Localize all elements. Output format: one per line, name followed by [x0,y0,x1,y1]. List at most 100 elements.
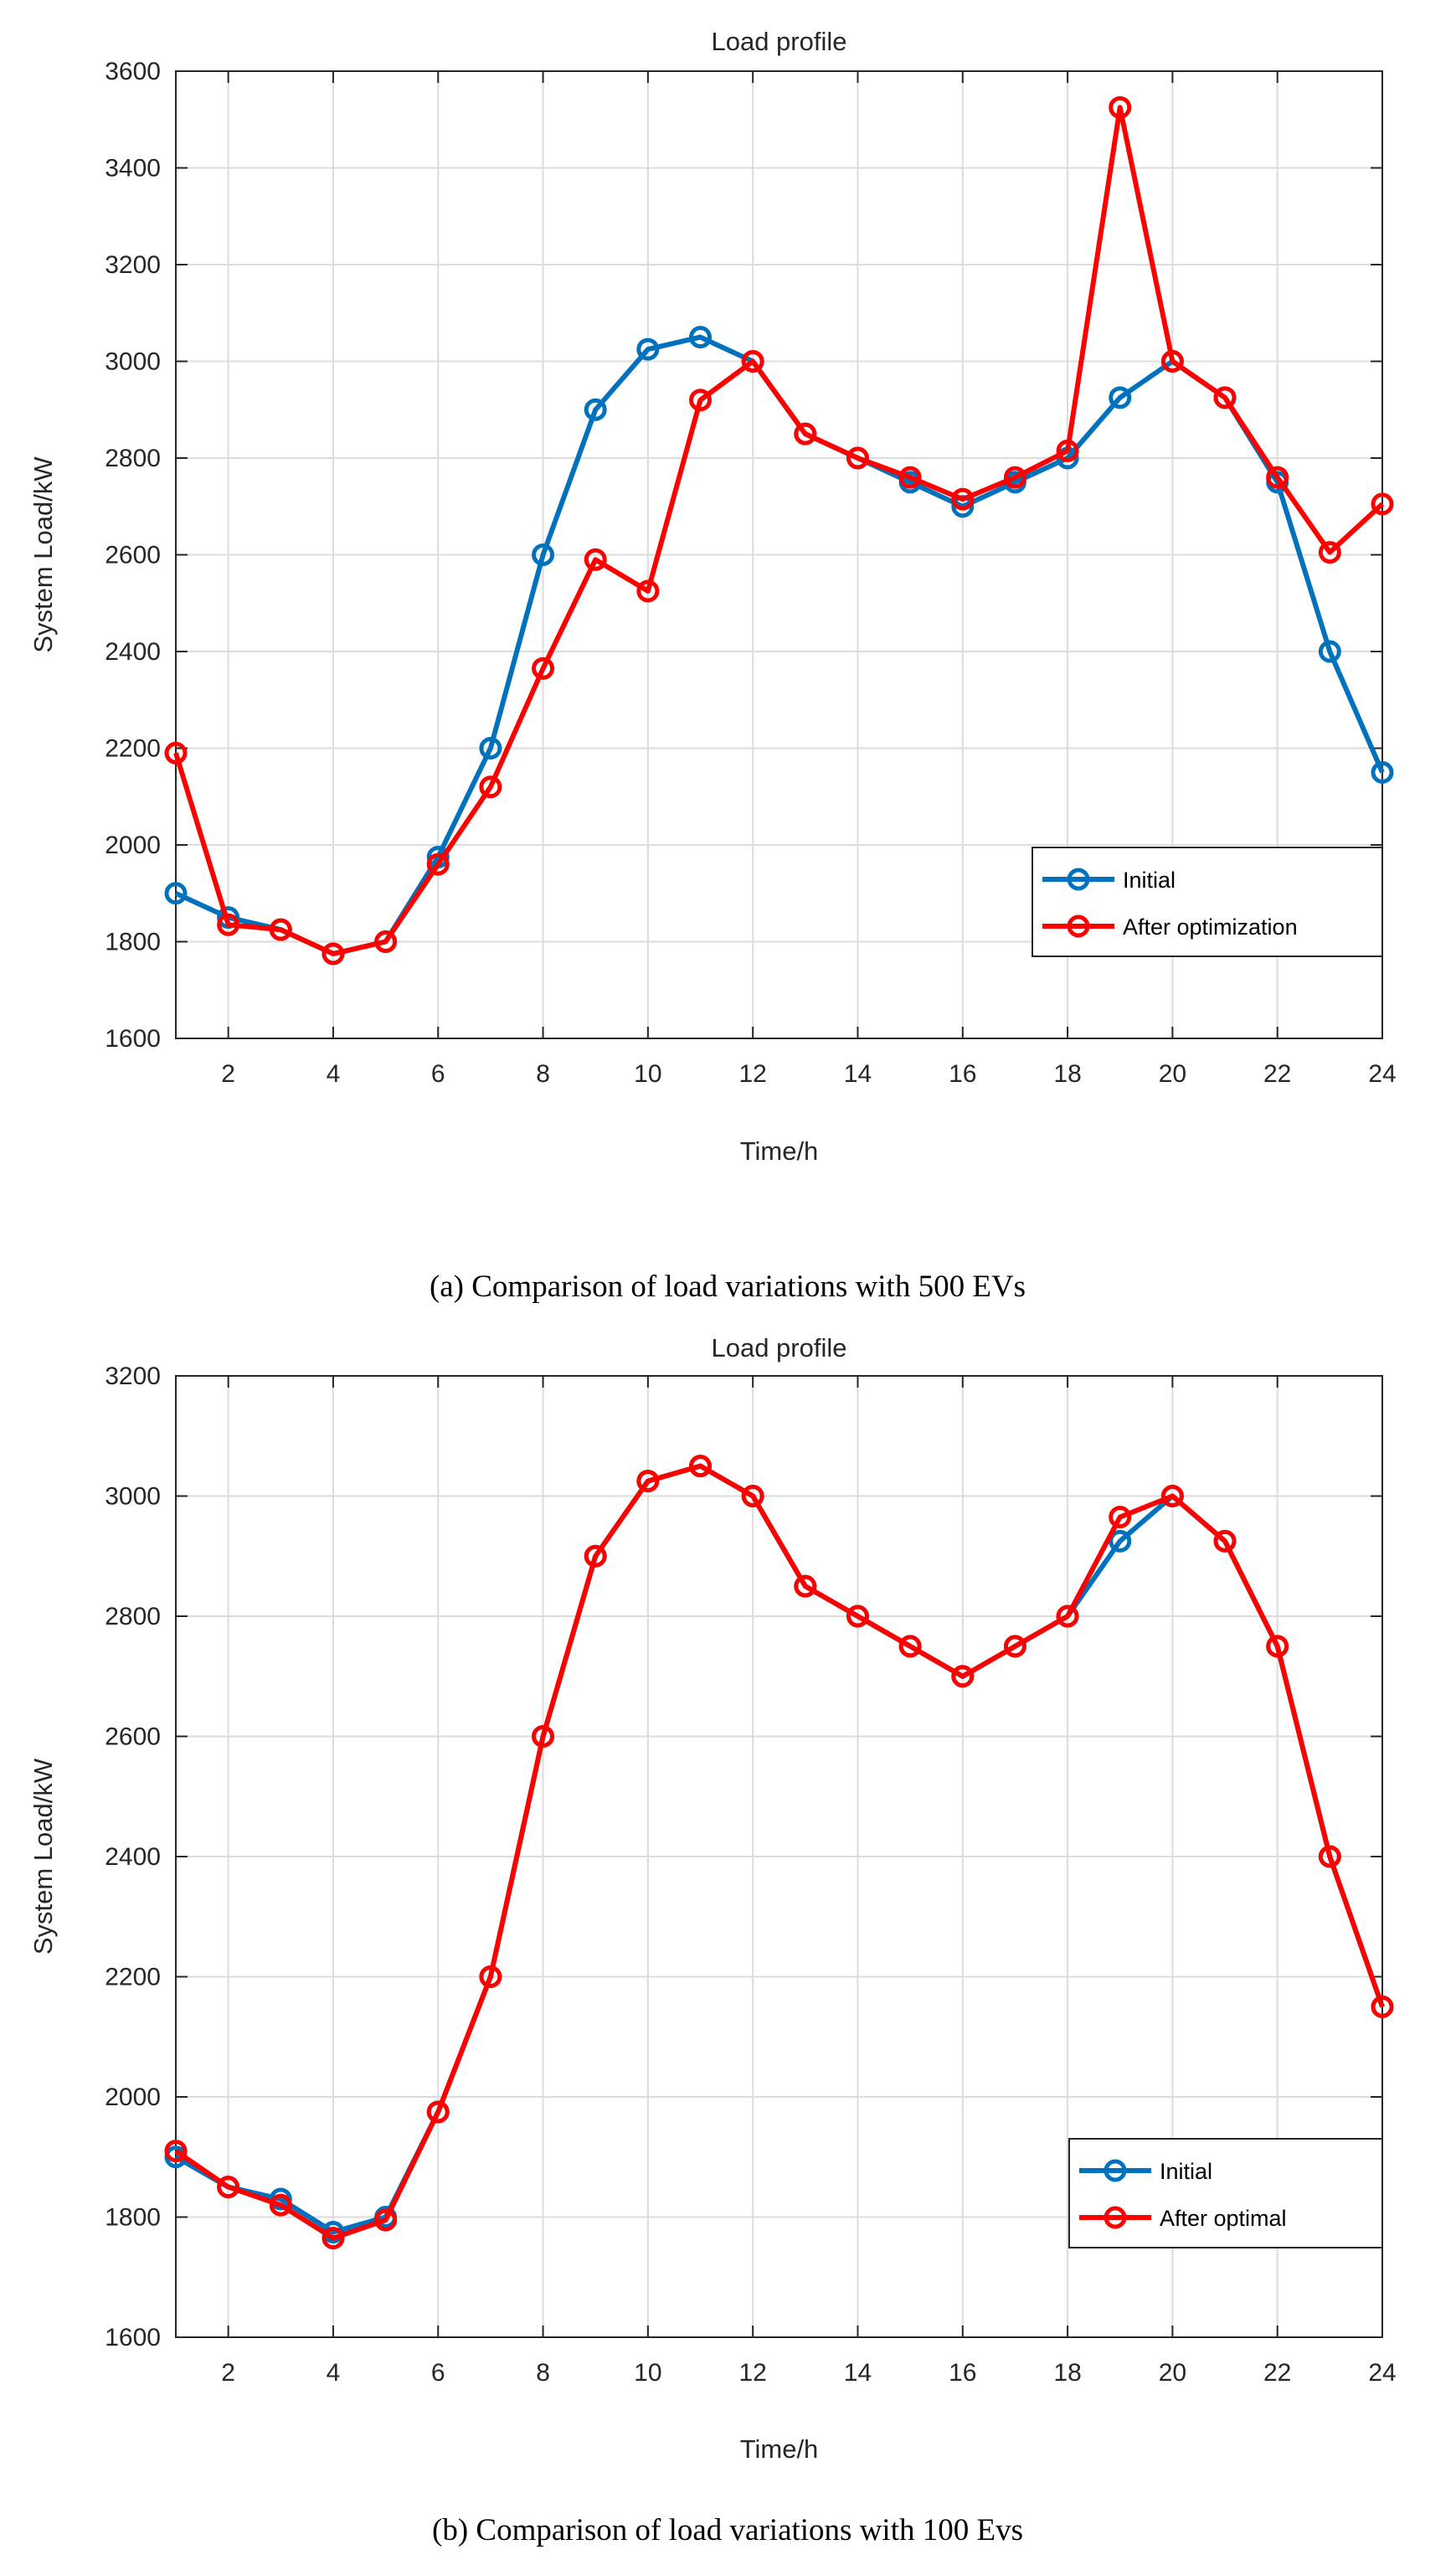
data-point [322,942,345,966]
x-tick-label: 6 [431,1060,445,1088]
data-point [689,326,713,349]
data-point [217,2176,240,2199]
data-point [1266,466,1289,489]
x-tick-label: 2 [221,2359,235,2387]
y-tick-label: 2600 [105,1723,161,1751]
x-tick-label: 14 [844,2359,872,2387]
x-tick-label: 24 [1368,1060,1396,1088]
data-point [689,1455,713,1478]
y-axis-label: System Load/kW [28,456,58,653]
y-tick-label: 2800 [105,1603,161,1630]
legend-marker [1067,914,1090,938]
x-tick-label: 20 [1159,1060,1186,1088]
legend-label: After optimization [1123,914,1298,940]
x-tick-label: 12 [738,1060,766,1088]
y-tick-label: 3200 [105,1362,161,1390]
x-tick-label: 22 [1263,2359,1291,2387]
data-point [1318,640,1341,663]
data-point [636,337,660,361]
y-tick-label: 2400 [105,638,161,666]
data-point [1003,466,1026,489]
y-tick-label: 2200 [105,1964,161,1991]
figure-caption: (b) Comparison of load variations with 1… [432,2513,1023,2547]
data-point [846,446,869,470]
data-point [1371,492,1394,516]
x-tick-label: 24 [1368,2359,1396,2387]
data-point [898,1635,922,1658]
data-point [1266,1635,1289,1658]
data-point [426,2100,450,2124]
data-point [741,350,764,373]
x-tick-label: 10 [634,1060,661,1088]
data-point [689,389,713,412]
y-tick-label: 3600 [105,58,161,85]
x-tick-label: 14 [844,1060,872,1088]
x-tick-label: 2 [221,1060,235,1088]
data-point [322,2227,345,2250]
x-tick-label: 4 [327,1060,341,1088]
x-tick-label: 20 [1159,2359,1186,2387]
chart-panel-b: 2 4 6 8 10 12 14 16 18 20 22 2416001800200022002400… [28,1333,1397,2547]
legend: Initial After optimization [1032,847,1383,957]
data-point [479,737,502,760]
data-point [532,543,555,566]
data-point [479,775,502,799]
data-point [217,913,240,936]
x-axis-label: Time/h [740,2434,819,2464]
legend-marker [1104,2159,1127,2182]
chart-panel-a: 2 4 6 8 10 12 14 16 18 20 22 2416001800200022002400… [28,27,1397,1304]
y-tick-label: 1600 [105,1025,161,1053]
legend-box [1068,2138,1383,2248]
y-tick-label: 1800 [105,929,161,956]
data-point [164,741,188,765]
data-point [269,2193,292,2217]
x-tick-label: 6 [431,2359,445,2387]
data-point [1318,1845,1341,1868]
data-point [636,579,660,603]
y-tick-label: 1800 [105,2204,161,2232]
data-point [374,2208,398,2232]
data-point [1371,1995,1394,2018]
x-tick-label: 16 [949,2359,976,2387]
data-point [164,2140,188,2163]
legend-label: Initial [1123,868,1176,893]
y-tick-label: 2400 [105,1843,161,1871]
data-point [636,1470,660,1493]
chart-title: Load profile [711,1333,846,1362]
y-tick-label: 2200 [105,735,161,763]
data-point [1109,95,1132,119]
data-point [741,1485,764,1507]
data-point [1213,386,1237,409]
data-point [1318,541,1341,564]
legend-label: After optimal [1160,2206,1287,2231]
x-tick-label: 18 [1053,1060,1081,1088]
data-point [584,398,607,421]
data-point [1160,1485,1184,1507]
y-tick-label: 3000 [105,348,161,376]
data-point [898,466,922,489]
data-point [532,1725,555,1748]
data-point [1109,1506,1132,1529]
data-point [1056,1605,1079,1628]
y-axis-label: System Load/kW [28,1758,58,1955]
y-tick-label: 1600 [105,2324,161,2351]
y-tick-label: 3000 [105,1483,161,1511]
data-point [584,548,607,571]
x-tick-label: 12 [738,2359,766,2387]
y-tick-label: 3400 [105,155,161,183]
y-tick-label: 2600 [105,542,161,569]
data-point [846,1605,869,1628]
x-tick-label: 8 [536,1060,550,1088]
y-tick-label: 3200 [105,251,161,279]
data-point [1109,386,1132,409]
data-point [1160,350,1184,373]
data-point [479,1965,502,1988]
y-tick-label: 2000 [105,832,161,859]
data-point [164,882,188,905]
x-tick-label: 16 [949,1060,976,1088]
data-point [374,930,398,953]
data-point [951,487,975,511]
legend-marker [1104,2206,1127,2229]
x-tick-label: 4 [327,2359,341,2387]
